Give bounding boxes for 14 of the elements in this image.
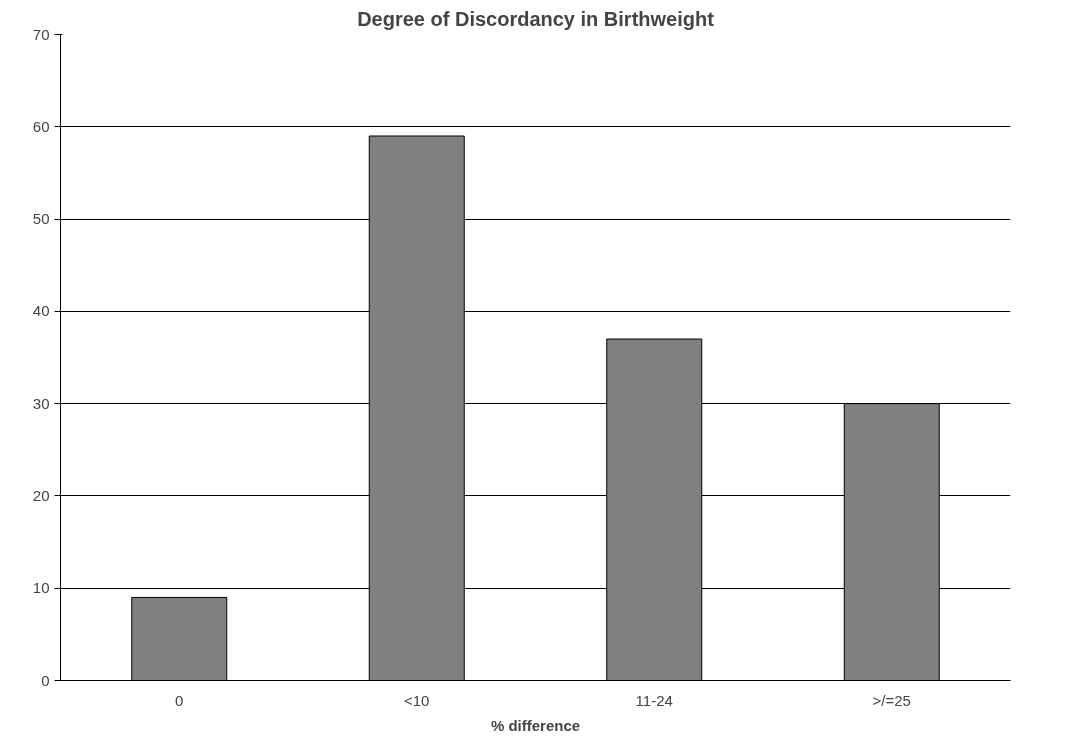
- x-axis-title: % difference: [490, 716, 581, 734]
- y-tick-label: 20: [32, 486, 50, 504]
- y-tick-label: 70: [32, 25, 50, 43]
- x-tick-label: <10: [404, 691, 430, 709]
- y-tick-label: 10: [32, 579, 50, 597]
- x-tick-label: >/=25: [872, 691, 911, 709]
- y-tick-label: 40: [32, 302, 50, 320]
- y-tick-label: 30: [32, 394, 50, 412]
- chart-title: Degree of Discordancy in Birthweight: [357, 7, 715, 30]
- x-tick-label: 11-24: [635, 691, 673, 709]
- x-tick-label: 0: [175, 691, 184, 709]
- y-tick-label: 0: [41, 671, 50, 689]
- y-tick-label: 50: [32, 210, 50, 228]
- y-tick-label: 60: [32, 117, 50, 135]
